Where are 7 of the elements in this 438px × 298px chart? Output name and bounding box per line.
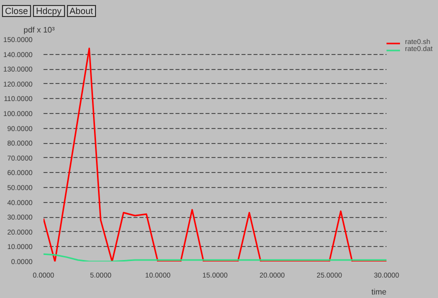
text: Hdcpy bbox=[33, 5, 65, 17]
y-axis-title: pdf x 10³ bbox=[24, 26, 55, 34]
x-axis-title: time bbox=[371, 288, 388, 296]
line-series bbox=[44, 48, 386, 262]
line-series bbox=[44, 253, 386, 262]
text: About bbox=[66, 5, 96, 17]
text: Close bbox=[2, 5, 32, 17]
